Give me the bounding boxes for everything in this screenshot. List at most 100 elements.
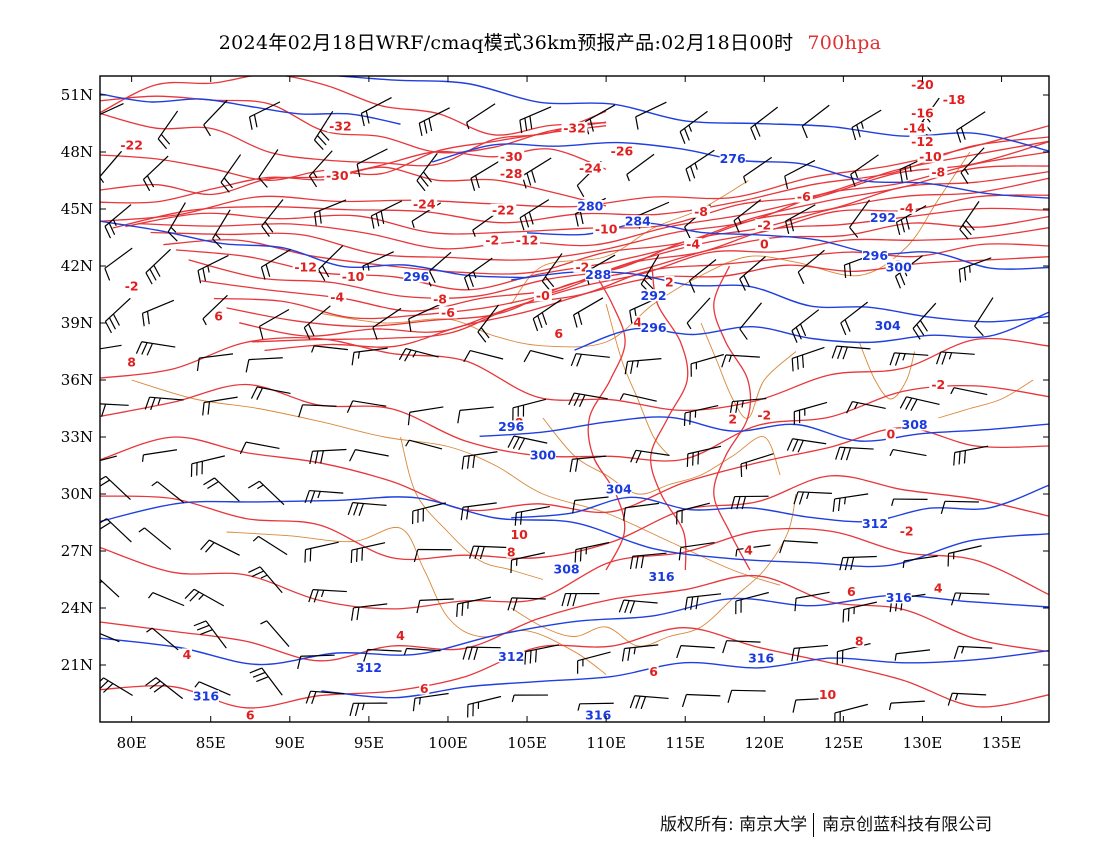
wind-barb	[683, 404, 719, 426]
wind-barb	[104, 204, 132, 239]
temperature-label: -2	[757, 408, 771, 423]
height-label: 316	[886, 590, 912, 605]
wind-barb	[142, 155, 169, 192]
wind-barb	[190, 455, 225, 477]
lon-tick-label: 115E	[665, 734, 705, 752]
label-background	[355, 661, 382, 674]
wind-barb	[629, 695, 669, 710]
wind-barb	[303, 305, 331, 340]
wind-barb	[750, 106, 779, 141]
boundary-line	[510, 493, 797, 647]
wind-barb	[104, 297, 131, 334]
wind-barb	[346, 400, 387, 413]
wind-barb	[835, 446, 874, 461]
wind-barb	[203, 477, 240, 502]
wind-barb	[403, 647, 441, 656]
label-background	[869, 211, 896, 224]
temperature-label: -10	[595, 221, 618, 236]
wind-barbs	[100, 97, 994, 722]
wind-barb	[514, 506, 550, 526]
label-background	[640, 321, 667, 334]
wind-barb	[305, 690, 345, 705]
wind-barb	[521, 157, 552, 189]
wind-barb	[840, 301, 869, 336]
temperature-label: -8	[931, 164, 945, 179]
height-label: 284	[625, 214, 651, 229]
wind-barb	[248, 566, 283, 594]
wind-barb	[104, 247, 133, 281]
wind-barb	[260, 249, 291, 280]
wind-barb	[298, 404, 337, 418]
height-contour	[100, 220, 528, 279]
boundary-line	[542, 417, 781, 495]
temperature-label: 4	[633, 314, 642, 329]
title-main: 2024年02月18日WRF/cmaq模式36km预报产品:02月18日00时	[218, 32, 794, 54]
temperature-label: -12	[294, 259, 317, 274]
wind-barb	[959, 201, 980, 240]
temperature-label: 0	[886, 427, 895, 442]
wind-barb	[457, 406, 494, 424]
temperature-label: 8	[855, 634, 864, 649]
wind-barb	[684, 593, 722, 611]
temperature-isotherms	[100, 76, 1049, 709]
wind-barb	[202, 396, 238, 416]
wind-barb	[956, 111, 986, 143]
wind-barb	[151, 481, 185, 504]
wind-barb	[935, 351, 975, 365]
lon-tick-label: 85E	[196, 734, 226, 752]
temperature-label: -8	[433, 292, 447, 307]
lat-tick-label: 48N	[61, 143, 93, 161]
label-background	[748, 652, 775, 665]
temperature-isotherm	[137, 141, 1049, 250]
wind-barb	[456, 596, 492, 617]
wind-barb	[635, 101, 667, 130]
label-background	[605, 483, 632, 496]
wind-barb	[793, 491, 832, 505]
footer-divider	[813, 813, 815, 837]
wind-barb	[144, 396, 184, 411]
temperature-label: -8	[694, 204, 708, 219]
wind-barb	[100, 578, 120, 598]
lat-tick-label: 42N	[61, 257, 93, 275]
wind-barb	[727, 689, 766, 703]
wind-barb	[679, 110, 708, 144]
wind-barb	[468, 545, 508, 560]
label-background	[126, 355, 137, 368]
wind-barb	[722, 640, 761, 654]
temperature-isotherm	[239, 227, 1049, 337]
lon-tick-label: 110E	[586, 734, 626, 752]
lat-tick-label: 21N	[61, 656, 93, 674]
wind-barb	[309, 448, 347, 465]
temperature-label: -0	[536, 288, 550, 303]
height-label: 312	[356, 660, 382, 675]
pressure-level: 700hpa	[807, 32, 882, 54]
boundary-line	[938, 379, 1034, 419]
wind-barb	[356, 148, 388, 178]
wind-barb	[801, 104, 830, 139]
wind-barb	[895, 205, 927, 236]
copyright-owner: 版权所有: 南京大学	[660, 815, 808, 835]
wind-barb	[676, 502, 710, 525]
height-contour	[100, 594, 1049, 666]
label-background	[929, 165, 948, 178]
wind-barb	[462, 646, 501, 660]
wind-barb	[412, 502, 446, 525]
wind-barb	[947, 692, 987, 706]
height-label: 296	[641, 320, 667, 335]
boundary-line	[131, 379, 781, 586]
lat-tick-label: 33N	[61, 428, 93, 446]
height-label: 312	[498, 649, 524, 664]
wind-barb	[619, 393, 657, 402]
wind-barb	[413, 548, 452, 563]
temperature-label: 6	[847, 584, 856, 599]
temperature-label: -20	[911, 77, 934, 92]
temperature-isotherm	[100, 125, 1049, 222]
label-background	[245, 709, 256, 722]
height-label: 304	[606, 482, 632, 497]
wind-barb	[145, 248, 171, 285]
wind-barb	[524, 644, 560, 665]
lat-tick-label: 36N	[61, 371, 93, 389]
label-background	[755, 409, 774, 421]
label-background	[395, 629, 406, 642]
wind-barb	[416, 598, 454, 614]
